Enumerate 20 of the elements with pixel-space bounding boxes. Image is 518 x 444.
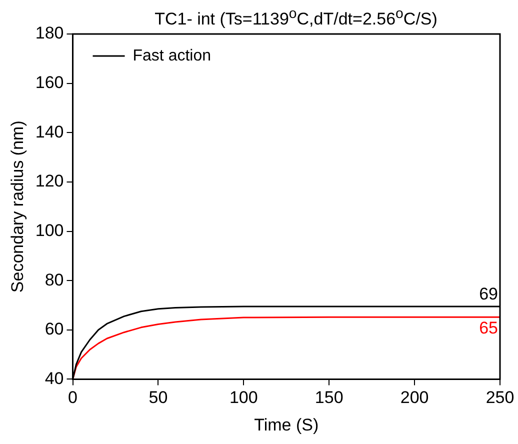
y-tick-label: 120 bbox=[35, 172, 64, 191]
y-axis-title: Secondary radius (nm) bbox=[8, 120, 27, 293]
data-label: 65 bbox=[479, 318, 498, 338]
legend-label: Fast action bbox=[132, 47, 212, 64]
x-tick-label: 200 bbox=[400, 388, 429, 408]
y-tick-label: 160 bbox=[35, 73, 64, 92]
y-tick-label: 180 bbox=[35, 24, 64, 43]
y-tick-label: 40 bbox=[44, 368, 64, 388]
x-tick-label: 150 bbox=[314, 388, 344, 408]
x-tick-label: 250 bbox=[486, 388, 514, 408]
x-tick-label: 100 bbox=[229, 388, 258, 408]
x-tick-label: 50 bbox=[148, 388, 168, 408]
chart-title: TC1- int (Ts=1139$^{o}$C,dT/dt=2.56$^{o}$C/S) bbox=[154, 6, 438, 30]
x-tick-label: 0 bbox=[68, 388, 78, 408]
y-tick-label: 100 bbox=[35, 220, 64, 240]
y-tick-label: 60 bbox=[44, 320, 64, 339]
data-label: 69 bbox=[479, 284, 498, 304]
y-tick-label: 80 bbox=[44, 270, 64, 290]
y-tick-label: 140 bbox=[35, 122, 64, 142]
x-axis-title: Time (S) bbox=[254, 415, 319, 434]
